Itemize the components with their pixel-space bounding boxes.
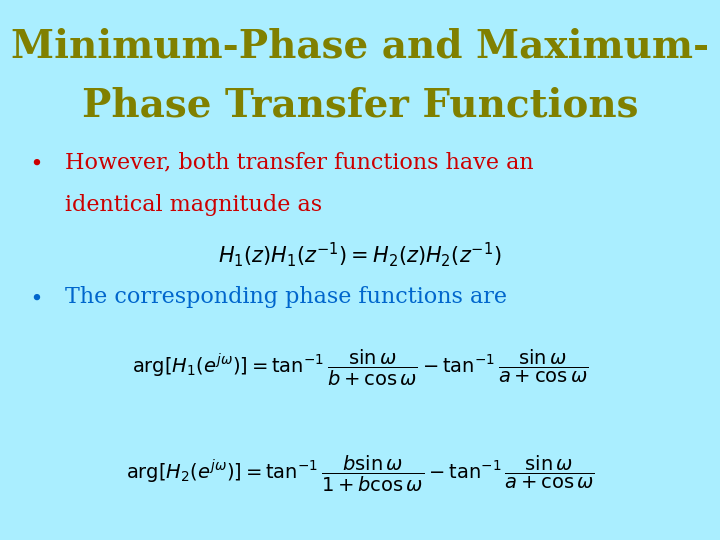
Text: However, both transfer functions have an: However, both transfer functions have an xyxy=(65,151,534,173)
Text: identical magnitude as: identical magnitude as xyxy=(65,194,322,217)
Text: Phase Transfer Functions: Phase Transfer Functions xyxy=(82,86,638,124)
Text: $\mathrm{arg}[H_{1}(e^{j\omega})] = \tan^{-1}\dfrac{\sin\omega}{b+\cos\omega} - : $\mathrm{arg}[H_{1}(e^{j\omega})] = \tan… xyxy=(132,348,588,388)
Text: Minimum-Phase and Maximum-: Minimum-Phase and Maximum- xyxy=(11,27,709,65)
Text: $\mathrm{arg}[H_{2}(e^{j\omega})] = \tan^{-1}\dfrac{b\sin\omega}{1+b\cos\omega} : $\mathrm{arg}[H_{2}(e^{j\omega})] = \tan… xyxy=(125,454,595,494)
Text: $\bullet$: $\bullet$ xyxy=(29,286,41,308)
Text: The corresponding phase functions are: The corresponding phase functions are xyxy=(65,286,507,308)
Text: $H_{1}(z)H_{1}(z^{-1}) = H_{2}(z)H_{2}(z^{-1})$: $H_{1}(z)H_{1}(z^{-1}) = H_{2}(z)H_{2}(z… xyxy=(218,240,502,269)
Text: $\bullet$: $\bullet$ xyxy=(29,151,41,173)
